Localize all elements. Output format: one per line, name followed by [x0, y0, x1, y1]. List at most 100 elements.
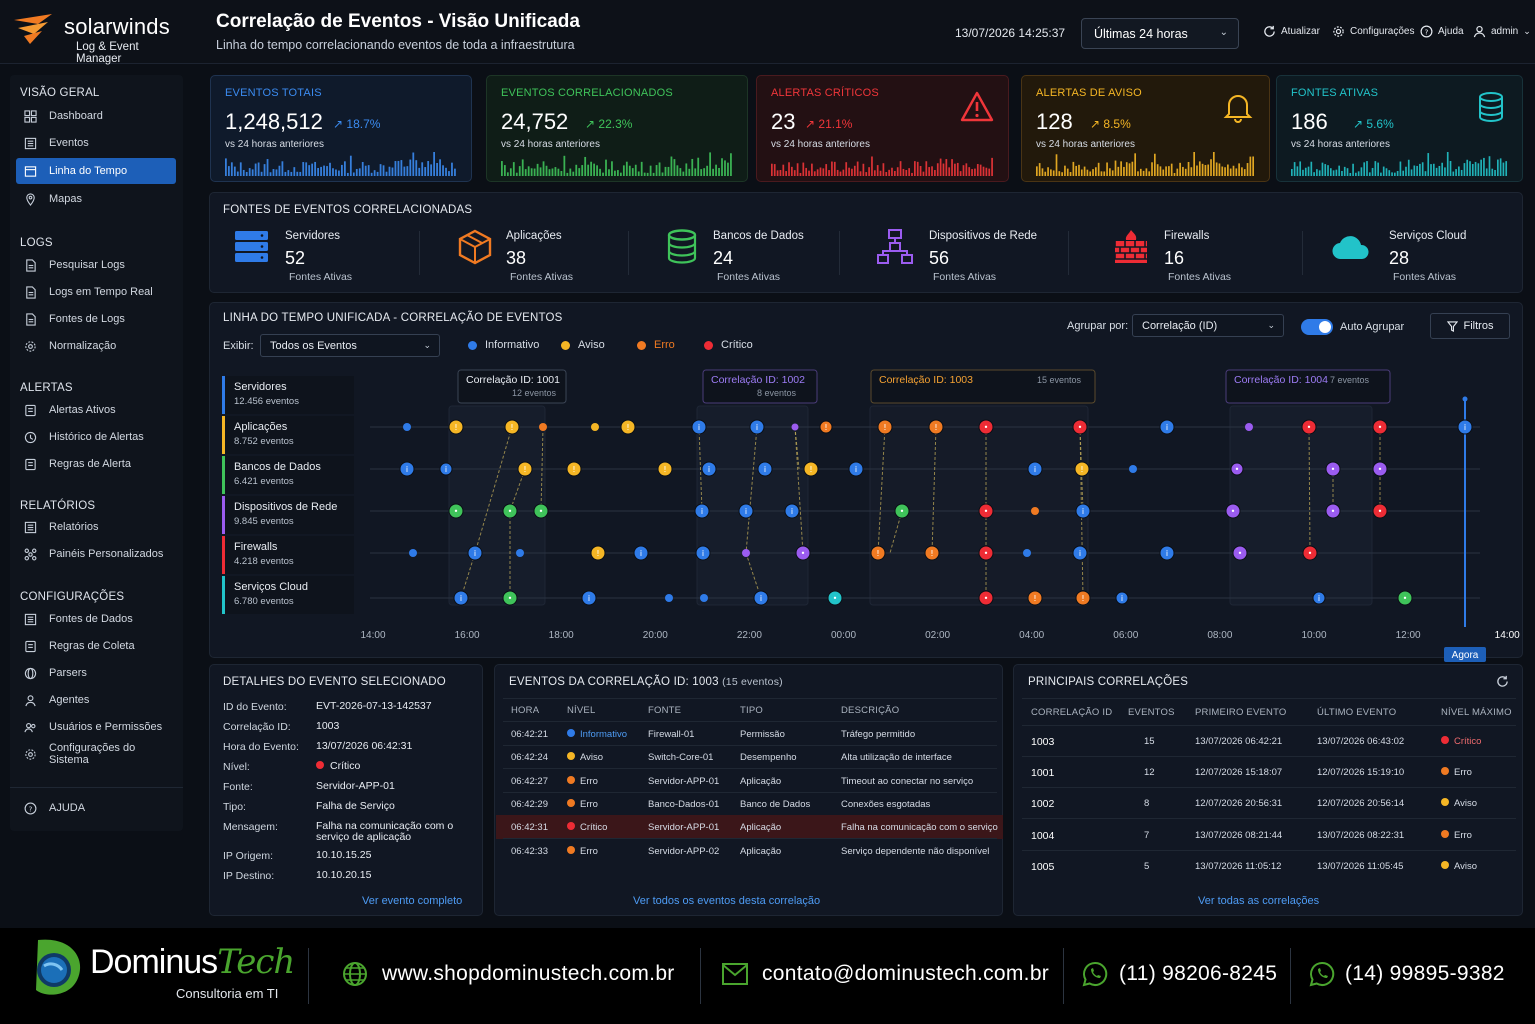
- kpi-card-4[interactable]: FONTES ATIVAS 186 ↗ 5.6% vs 24 horas anteri…: [1276, 75, 1523, 182]
- kpi-card-3[interactable]: ALERTAS DE AVISO 128 ↗ 8.5% vs 24 horas ant…: [1021, 75, 1270, 182]
- timeline-event-marker[interactable]: [795, 545, 811, 561]
- view-all-events-link[interactable]: Ver todos os eventos desta correlação: [633, 895, 821, 907]
- timeline-event-marker[interactable]: [1372, 461, 1388, 477]
- correlation-group-area[interactable]: [448, 405, 546, 606]
- timeline-row-label[interactable]: Aplicações 8.752 eventos: [222, 416, 354, 454]
- timeline-event-marker[interactable]: [467, 545, 483, 561]
- refresh-icon[interactable]: [1496, 675, 1509, 688]
- timeline-event-marker[interactable]: [700, 594, 708, 602]
- correlation-group-label-box[interactable]: [1225, 369, 1391, 404]
- table-header[interactable]: HORA: [511, 705, 540, 716]
- footer-phone-2[interactable]: (14) 99895-9382: [1345, 962, 1505, 985]
- sidebar-item-mapas[interactable]: Mapas: [16, 186, 176, 212]
- timeline-event-marker[interactable]: [1397, 590, 1413, 606]
- timeline-event-marker[interactable]: [403, 423, 411, 431]
- sidebar-item-relat-rios[interactable]: Relatórios: [16, 514, 176, 540]
- timeline-event-marker[interactable]: [1232, 545, 1248, 561]
- source-firewalls[interactable]: Firewalls 16 Fontes Ativas: [1113, 229, 1303, 285]
- footer-email[interactable]: contato@dominustech.com.br: [762, 962, 1050, 985]
- help-button[interactable]: ? Ajuda: [1420, 25, 1464, 38]
- table-header[interactable]: CORRELAÇÃO ID: [1031, 707, 1113, 718]
- sidebar-item-usu-rios-e-permiss-es[interactable]: Usuários e Permissões: [16, 714, 176, 740]
- sidebar-item-parsers[interactable]: Parsers: [16, 660, 176, 686]
- timeline-event-marker[interactable]: [399, 461, 415, 477]
- legend-item-crítico[interactable]: Crítico: [704, 339, 753, 351]
- footer-website[interactable]: www.shopdominustech.com.br: [382, 962, 675, 985]
- sidebar-item-dashboard[interactable]: Dashboard: [16, 103, 176, 129]
- timeline-event-marker[interactable]: [1159, 545, 1175, 561]
- sidebar-item-normaliza-o[interactable]: Normalização: [16, 333, 176, 359]
- timeline-event-marker[interactable]: [502, 590, 518, 606]
- selected-row-highlight[interactable]: [496, 815, 1003, 840]
- group-by-select[interactable]: Correlação (ID) ⌄: [1132, 314, 1284, 337]
- source-aplica-es[interactable]: Aplicações 38 Fontes Ativas: [457, 229, 647, 285]
- timeline-event-marker[interactable]: [657, 461, 673, 477]
- kpi-card-1[interactable]: EVENTOS CORRELACIONADOS 24,752 ↗ 22.3% vs 2…: [486, 75, 748, 182]
- timeline-event-marker[interactable]: [439, 462, 453, 476]
- correlation-id[interactable]: 1004: [1031, 829, 1055, 842]
- correlation-id[interactable]: 1003: [1031, 736, 1055, 748]
- timeline-event-marker[interactable]: [1074, 461, 1090, 477]
- correlation-group-label-box[interactable]: [702, 369, 818, 404]
- timeline-event-marker[interactable]: [590, 545, 606, 561]
- timeline-event-marker[interactable]: [753, 590, 769, 606]
- settings-button[interactable]: Configurações: [1332, 25, 1414, 38]
- timeline-event-marker[interactable]: [533, 503, 549, 519]
- sidebar-item-alertas-ativos[interactable]: Alertas Ativos: [16, 397, 176, 423]
- legend-item-aviso[interactable]: Aviso: [561, 339, 605, 351]
- table-header[interactable]: TIPO: [740, 705, 763, 716]
- refresh-button[interactable]: Atualizar: [1263, 25, 1320, 38]
- sidebar-item-pesquisar-logs[interactable]: Pesquisar Logs: [16, 252, 176, 278]
- timeline-event-marker[interactable]: [870, 545, 886, 561]
- footer-phone-1[interactable]: (11) 98206-8245: [1119, 962, 1278, 985]
- filters-button[interactable]: Filtros: [1430, 313, 1510, 339]
- timeline-event-marker[interactable]: [695, 545, 711, 561]
- timeline-event-marker[interactable]: [978, 590, 994, 606]
- timeline-event-marker[interactable]: [566, 461, 582, 477]
- timeline-event-marker[interactable]: [1072, 419, 1088, 435]
- table-header[interactable]: NÍVEL MÁXIMO: [1441, 707, 1512, 718]
- timeline-event-marker[interactable]: [1115, 591, 1129, 605]
- timeline-event-marker[interactable]: [978, 419, 994, 435]
- timeline-event-marker[interactable]: [978, 503, 994, 519]
- timeline-event-marker[interactable]: [665, 594, 673, 602]
- timeline-event-marker[interactable]: [791, 423, 799, 431]
- table-header[interactable]: EVENTOS: [1128, 707, 1175, 718]
- timeline-event-marker[interactable]: [1372, 419, 1388, 435]
- sidebar-item-fontes-de-logs[interactable]: Fontes de Logs: [16, 306, 176, 332]
- timeline-event-marker[interactable]: [581, 590, 597, 606]
- kpi-card-2[interactable]: ALERTAS CRÍTICOS 23 ↗ 21.1% vs 24 horas ant…: [756, 75, 1009, 182]
- sidebar-item-linha-do-tempo[interactable]: Linha do Tempo: [16, 158, 176, 184]
- timeline-event-marker[interactable]: [1031, 507, 1039, 515]
- user-menu[interactable]: admin ⌄: [1473, 25, 1531, 38]
- timeline-event-marker[interactable]: [738, 503, 754, 519]
- sidebar-item-fontes-de-dados[interactable]: Fontes de Dados: [16, 606, 176, 632]
- timeline-event-marker[interactable]: [1245, 423, 1253, 431]
- kpi-card-0[interactable]: EVENTOS TOTAIS 1,248,512 ↗ 18.7% vs 24 hora…: [210, 75, 472, 182]
- correlation-id[interactable]: 1005: [1031, 860, 1055, 873]
- timeline-event-marker[interactable]: [1312, 591, 1326, 605]
- timeline-event-marker[interactable]: [448, 419, 464, 435]
- correlation-group-label-box[interactable]: [870, 369, 1096, 404]
- timeline-event-marker[interactable]: [1027, 461, 1043, 477]
- timeline-event-marker[interactable]: [1027, 590, 1043, 606]
- timeline-row-label[interactable]: Servidores 12.456 eventos: [222, 376, 354, 414]
- correlation-group-area[interactable]: [1229, 405, 1373, 606]
- timeline-event-marker[interactable]: [827, 590, 843, 606]
- timeline-event-marker[interactable]: [803, 461, 819, 477]
- sidebar-item-help[interactable]: ? AJUDA: [16, 795, 176, 821]
- timeline-event-marker[interactable]: [784, 503, 800, 519]
- timeline-event-marker[interactable]: [516, 549, 524, 557]
- timeline-event-marker[interactable]: [633, 545, 649, 561]
- show-filter-select[interactable]: Todos os Eventos ⌄: [260, 334, 440, 357]
- timeline-event-marker[interactable]: [1225, 503, 1241, 519]
- timeline-event-marker[interactable]: [819, 420, 833, 434]
- now-marker-badge[interactable]: [1444, 647, 1486, 662]
- sidebar-item-hist-rico-de-alertas[interactable]: Histórico de Alertas: [16, 424, 176, 450]
- timeline-event-marker[interactable]: [1301, 419, 1317, 435]
- sidebar-item-regras-de-coleta[interactable]: Regras de Coleta: [16, 633, 176, 659]
- correlation-id[interactable]: 1002: [1031, 798, 1055, 811]
- timeline-event-marker[interactable]: [848, 461, 864, 477]
- timeline-event-marker[interactable]: [620, 419, 636, 435]
- timeline-event-marker[interactable]: [517, 461, 533, 477]
